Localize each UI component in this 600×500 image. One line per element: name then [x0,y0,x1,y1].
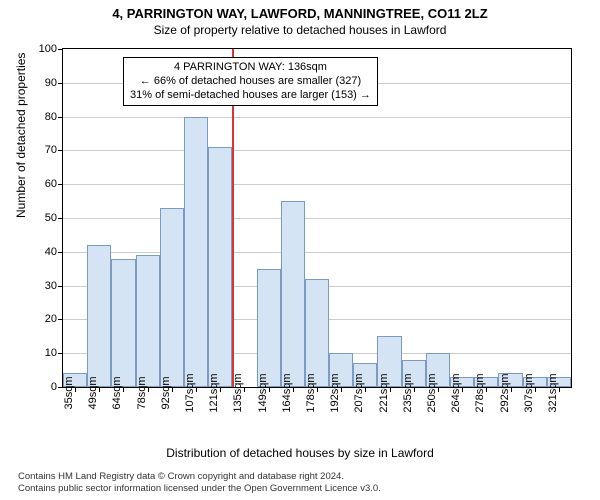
callout-line-2: ← 66% of detached houses are smaller (32… [130,75,371,89]
histogram-bar [281,201,305,387]
histogram-bar [257,269,281,387]
x-tick-label: 278sqm [474,373,486,412]
x-tick-mark [293,387,294,392]
x-tick-label: 250sqm [426,373,438,412]
y-tick-label: 80 [45,111,57,123]
x-tick-label: 321sqm [547,373,559,412]
chart-title: 4, PARRINGTON WAY, LAWFORD, MANNINGTREE,… [0,6,600,21]
x-tick-label: 221sqm [378,373,390,412]
x-tick-mark [172,387,173,392]
x-tick-label: 207sqm [353,373,365,412]
x-tick-mark [365,387,366,392]
gridline [63,150,571,151]
x-tick-label: 264sqm [450,373,462,412]
y-tick-mark [58,49,63,50]
x-tick-mark [196,387,197,392]
y-tick-label: 50 [45,212,57,224]
x-tick-label: 178sqm [305,373,317,412]
y-tick-mark [58,117,63,118]
y-tick-mark [58,252,63,253]
histogram-bar [184,117,208,387]
x-tick-mark [535,387,536,392]
x-tick-mark [148,387,149,392]
x-tick-label: 92sqm [160,376,172,409]
x-tick-mark [99,387,100,392]
x-tick-label: 307sqm [523,373,535,412]
y-axis-title: Number of detached properties [14,53,28,218]
y-tick-mark [58,150,63,151]
y-tick-mark [58,218,63,219]
y-tick-mark [58,83,63,84]
chart-area: 010203040506070809010035sqm49sqm64sqm78s… [62,48,572,388]
x-tick-label: 64sqm [111,376,123,409]
x-tick-label: 164sqm [281,373,293,412]
y-tick-label: 100 [39,43,57,55]
y-tick-mark [58,286,63,287]
gridline [63,117,571,118]
y-tick-mark [58,319,63,320]
y-tick-label: 90 [45,77,57,89]
x-tick-label: 35sqm [63,376,75,409]
x-tick-mark [438,387,439,392]
x-tick-label: 121sqm [208,373,220,412]
chart-subtitle: Size of property relative to detached ho… [0,23,600,37]
y-tick-label: 60 [45,178,57,190]
y-tick-label: 10 [45,347,57,359]
histogram-bar [111,259,135,387]
x-tick-mark [414,387,415,392]
histogram-bar [136,255,160,387]
x-tick-mark [220,387,221,392]
callout-line-3: 31% of semi-detached houses are larger (… [130,89,371,103]
footer-line-2: Contains public sector information licen… [18,483,381,494]
x-tick-mark [486,387,487,392]
x-tick-mark [511,387,512,392]
gridline [63,218,571,219]
property-callout: 4 PARRINGTON WAY: 136sqm← 66% of detache… [123,57,378,106]
gridline [63,184,571,185]
y-tick-label: 20 [45,313,57,325]
gridline [63,252,571,253]
y-tick-mark [58,184,63,185]
x-tick-label: 149sqm [257,373,269,412]
y-tick-label: 70 [45,144,57,156]
histogram-bar [160,208,184,387]
x-tick-mark [341,387,342,392]
x-tick-label: 49sqm [87,376,99,409]
x-tick-mark [123,387,124,392]
callout-line-1: 4 PARRINGTON WAY: 136sqm [130,61,371,75]
y-tick-mark [58,353,63,354]
x-tick-label: 107sqm [184,373,196,412]
y-tick-label: 0 [51,381,57,393]
x-tick-mark [462,387,463,392]
y-tick-label: 30 [45,280,57,292]
x-tick-mark [269,387,270,392]
histogram-bar [305,279,329,387]
x-axis-title: Distribution of detached houses by size … [0,446,600,460]
attribution-footer: Contains HM Land Registry data © Crown c… [18,471,381,494]
x-tick-mark [317,387,318,392]
x-tick-label: 235sqm [402,373,414,412]
x-tick-label: 292sqm [499,373,511,412]
x-tick-mark [559,387,560,392]
x-tick-mark [244,387,245,392]
histogram-bar [208,147,232,387]
x-tick-mark [390,387,391,392]
x-tick-mark [75,387,76,392]
x-tick-label: 78sqm [136,376,148,409]
y-tick-label: 40 [45,246,57,258]
footer-line-1: Contains HM Land Registry data © Crown c… [18,471,381,482]
x-tick-label: 192sqm [329,373,341,412]
histogram-bar [87,245,111,387]
